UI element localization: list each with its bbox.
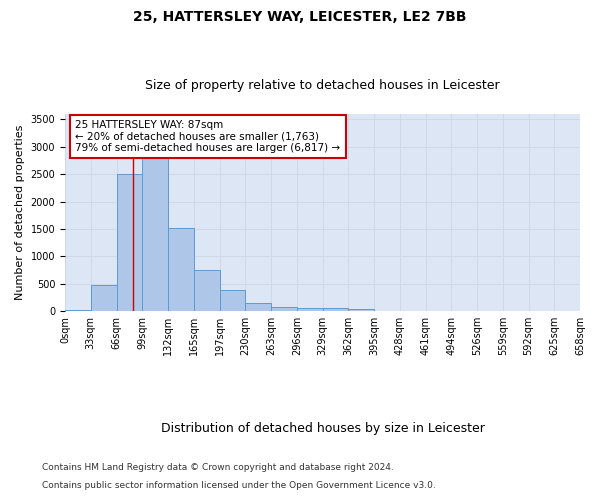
Bar (91, 285, 116, 311)
Text: Contains HM Land Registry data © Crown copyright and database right 2024.: Contains HM Land Registry data © Crown c… (42, 464, 394, 472)
Bar (323, 308, 348, 311)
Bar (348, 310, 374, 311)
Bar (168, 228, 194, 311)
Text: Contains public sector information licensed under the Open Government Licence v3: Contains public sector information licen… (42, 481, 436, 490)
Y-axis label: Number of detached properties: Number of detached properties (15, 125, 25, 300)
Bar (220, 290, 245, 311)
Bar (194, 270, 220, 311)
Bar (245, 304, 271, 311)
Bar (142, 156, 168, 311)
Bar (271, 307, 297, 311)
Bar (297, 308, 323, 311)
X-axis label: Distribution of detached houses by size in Leicester: Distribution of detached houses by size … (161, 422, 484, 435)
Bar (116, 174, 142, 311)
Text: 25, HATTERSLEY WAY, LEICESTER, LE2 7BB: 25, HATTERSLEY WAY, LEICESTER, LE2 7BB (133, 10, 467, 24)
Text: 25 HATTERSLEY WAY: 87sqm
← 20% of detached houses are smaller (1,763)
79% of sem: 25 HATTERSLEY WAY: 87sqm ← 20% of detach… (76, 120, 340, 153)
Title: Size of property relative to detached houses in Leicester: Size of property relative to detached ho… (145, 79, 500, 92)
Bar (65, 310, 91, 311)
